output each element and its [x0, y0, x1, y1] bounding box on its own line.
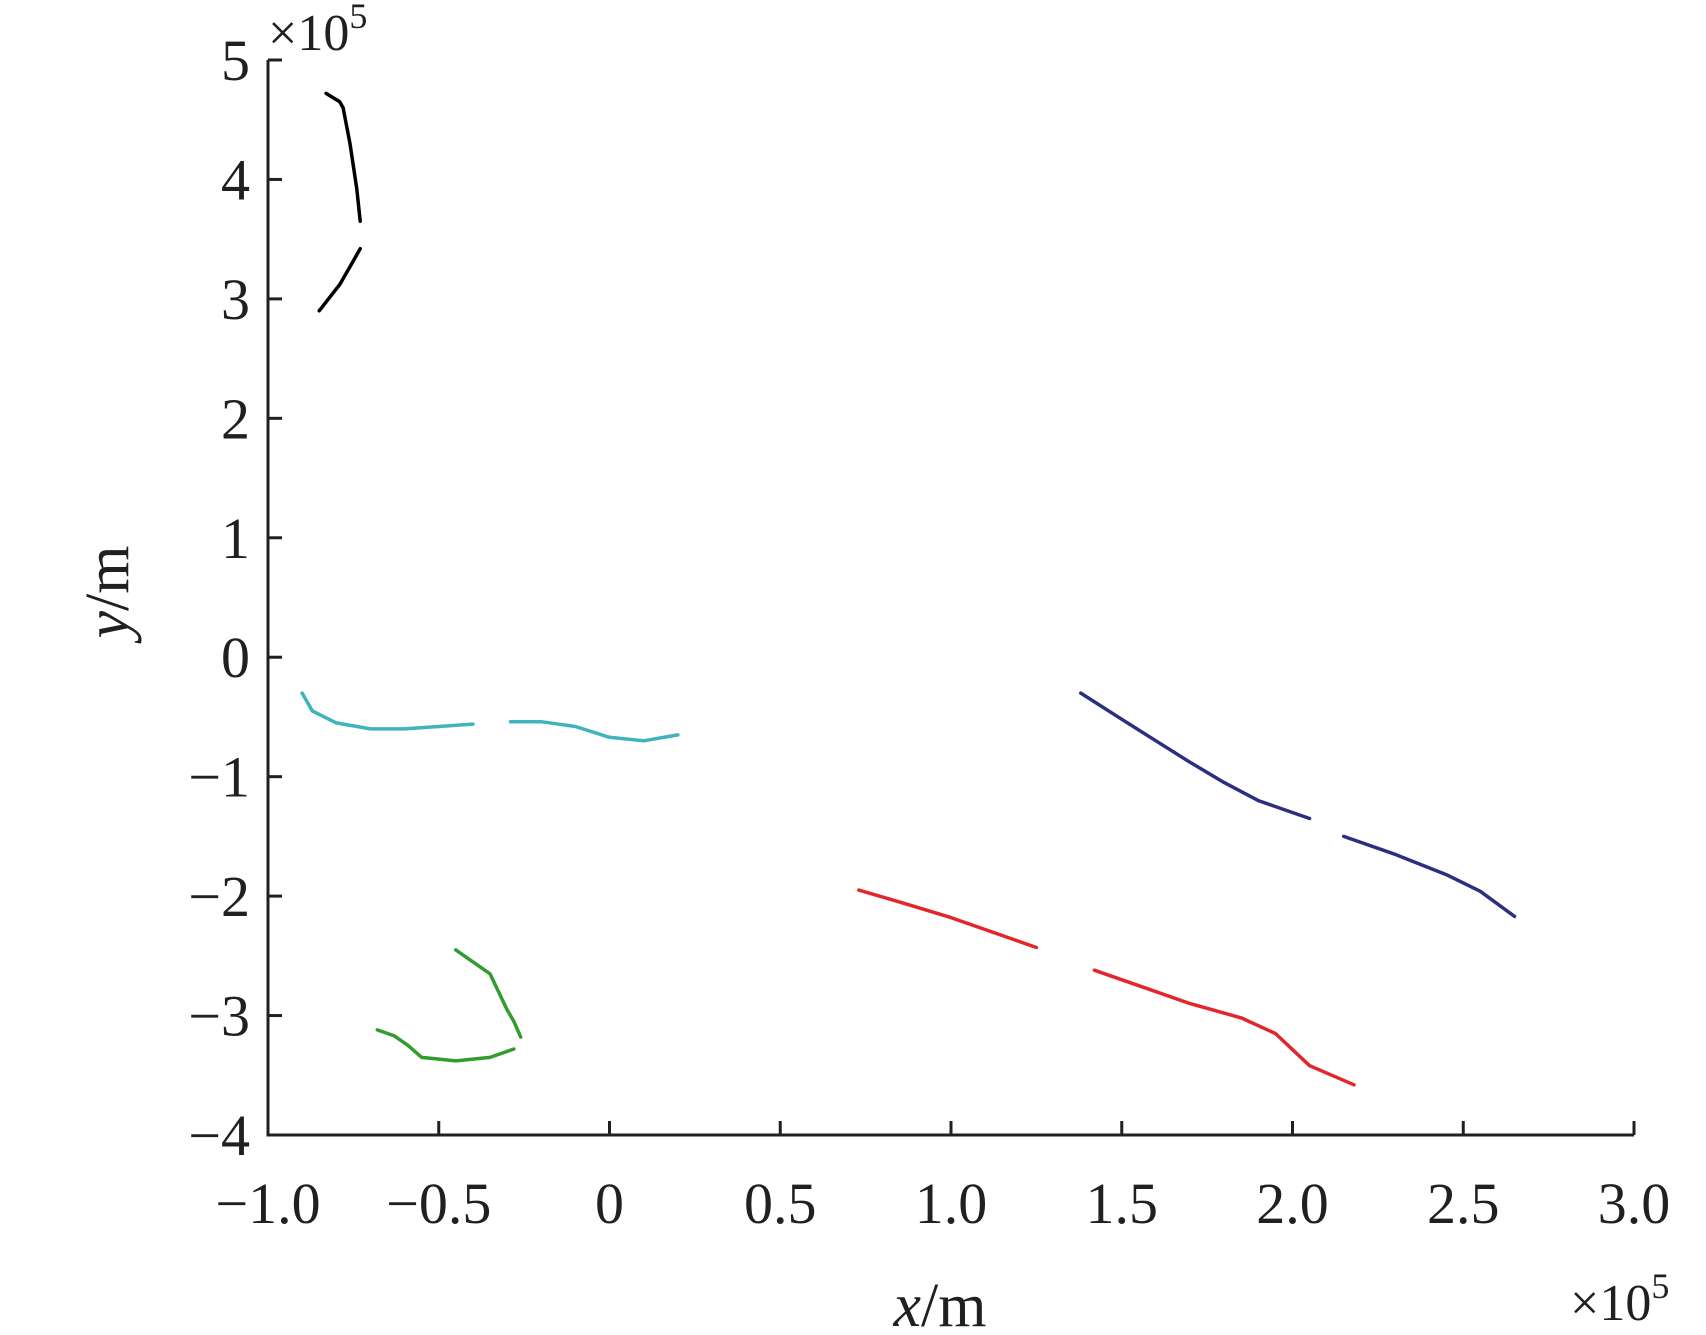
y-ticks: −4 −3 −2 −1 0 1 2 3 4 5 — [188, 28, 282, 1168]
y-tick-label: −1 — [188, 745, 250, 810]
series-3 — [1079, 691, 1517, 919]
series-3-segment-2 — [1341, 834, 1517, 919]
y-multiplier: ×105 — [268, 0, 367, 62]
x-axis-title: x/m — [893, 1272, 987, 1335]
y-axis-unit: /m — [74, 546, 142, 611]
series-5 — [375, 948, 523, 1063]
x-tick-label: 0 — [595, 1171, 624, 1236]
axes — [266, 60, 1634, 1137]
y-axis-var: y — [74, 610, 142, 644]
series-4-segment-2 — [1092, 968, 1356, 1087]
x-tick-label: 0.5 — [744, 1171, 817, 1236]
series-layer — [300, 91, 1517, 1087]
series-4 — [857, 888, 1356, 1087]
x-tick-label: 3.0 — [1598, 1171, 1671, 1236]
y-tick-label: 3 — [221, 267, 250, 332]
y-tick-label: 4 — [221, 147, 250, 212]
series-3-segment-1 — [1079, 691, 1312, 821]
y-axis-title: y/m — [74, 546, 142, 645]
y-tick-label: 2 — [221, 386, 250, 451]
series-2-segment-2 — [508, 719, 680, 743]
x-axis-unit: /m — [921, 1272, 986, 1335]
y-tick-label: 5 — [221, 28, 250, 93]
y-tick-label: 1 — [221, 506, 250, 571]
x-tick-label: 1.0 — [915, 1171, 988, 1236]
y-tick-label: −4 — [188, 1103, 250, 1168]
x-tick-label: 2.5 — [1427, 1171, 1500, 1236]
series-1-segment-1 — [324, 91, 362, 223]
y-tick-label: −2 — [188, 864, 250, 929]
x-ticks: −1.0 −0.5 0 0.5 1.0 1.5 2.0 2.5 3.0 — [215, 1121, 1670, 1236]
x-multiplier-base: ×10 — [1570, 1275, 1651, 1332]
y-tick-label: 0 — [221, 625, 250, 690]
series-4-segment-1 — [857, 888, 1039, 950]
y-multiplier-base: ×10 — [268, 5, 349, 62]
x-tick-label: 1.5 — [1086, 1171, 1159, 1236]
plot-frame-axes — [266, 60, 1634, 1137]
series-1 — [317, 91, 362, 313]
series-2 — [300, 691, 680, 743]
x-tick-label: 2.0 — [1256, 1171, 1329, 1236]
y-tick-label: −3 — [188, 984, 250, 1049]
series-5-segment-2 — [375, 1028, 516, 1063]
x-tick-label: −1.0 — [215, 1171, 320, 1236]
series-1-segment-2 — [317, 246, 362, 313]
series-5-segment-1 — [454, 948, 523, 1039]
x-axis-var: x — [893, 1272, 922, 1335]
x-multiplier-exp: 5 — [1651, 1266, 1669, 1306]
x-multiplier: ×105 — [1570, 1266, 1669, 1332]
x-tick-label: −0.5 — [386, 1171, 491, 1236]
series-2-segment-1 — [300, 691, 475, 731]
y-multiplier-exp: 5 — [349, 0, 367, 36]
